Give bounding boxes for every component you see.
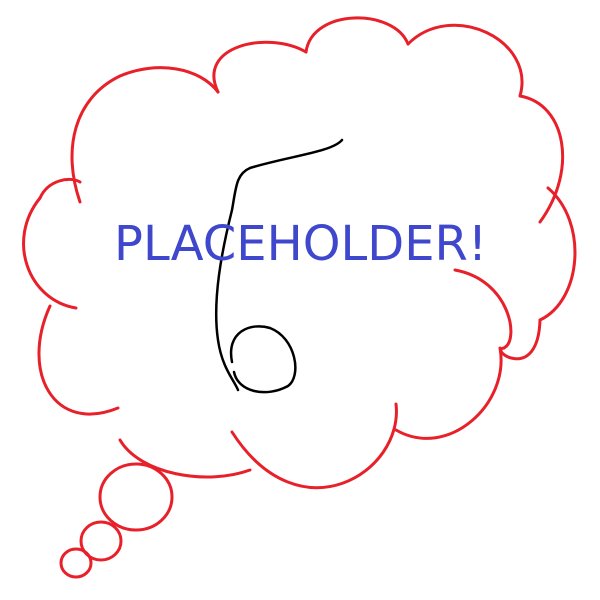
placeholder-label: PLACEHOLDER!	[114, 216, 488, 272]
number-six-scribble-icon	[215, 138, 344, 394]
cloud-outline	[22, 16, 577, 579]
